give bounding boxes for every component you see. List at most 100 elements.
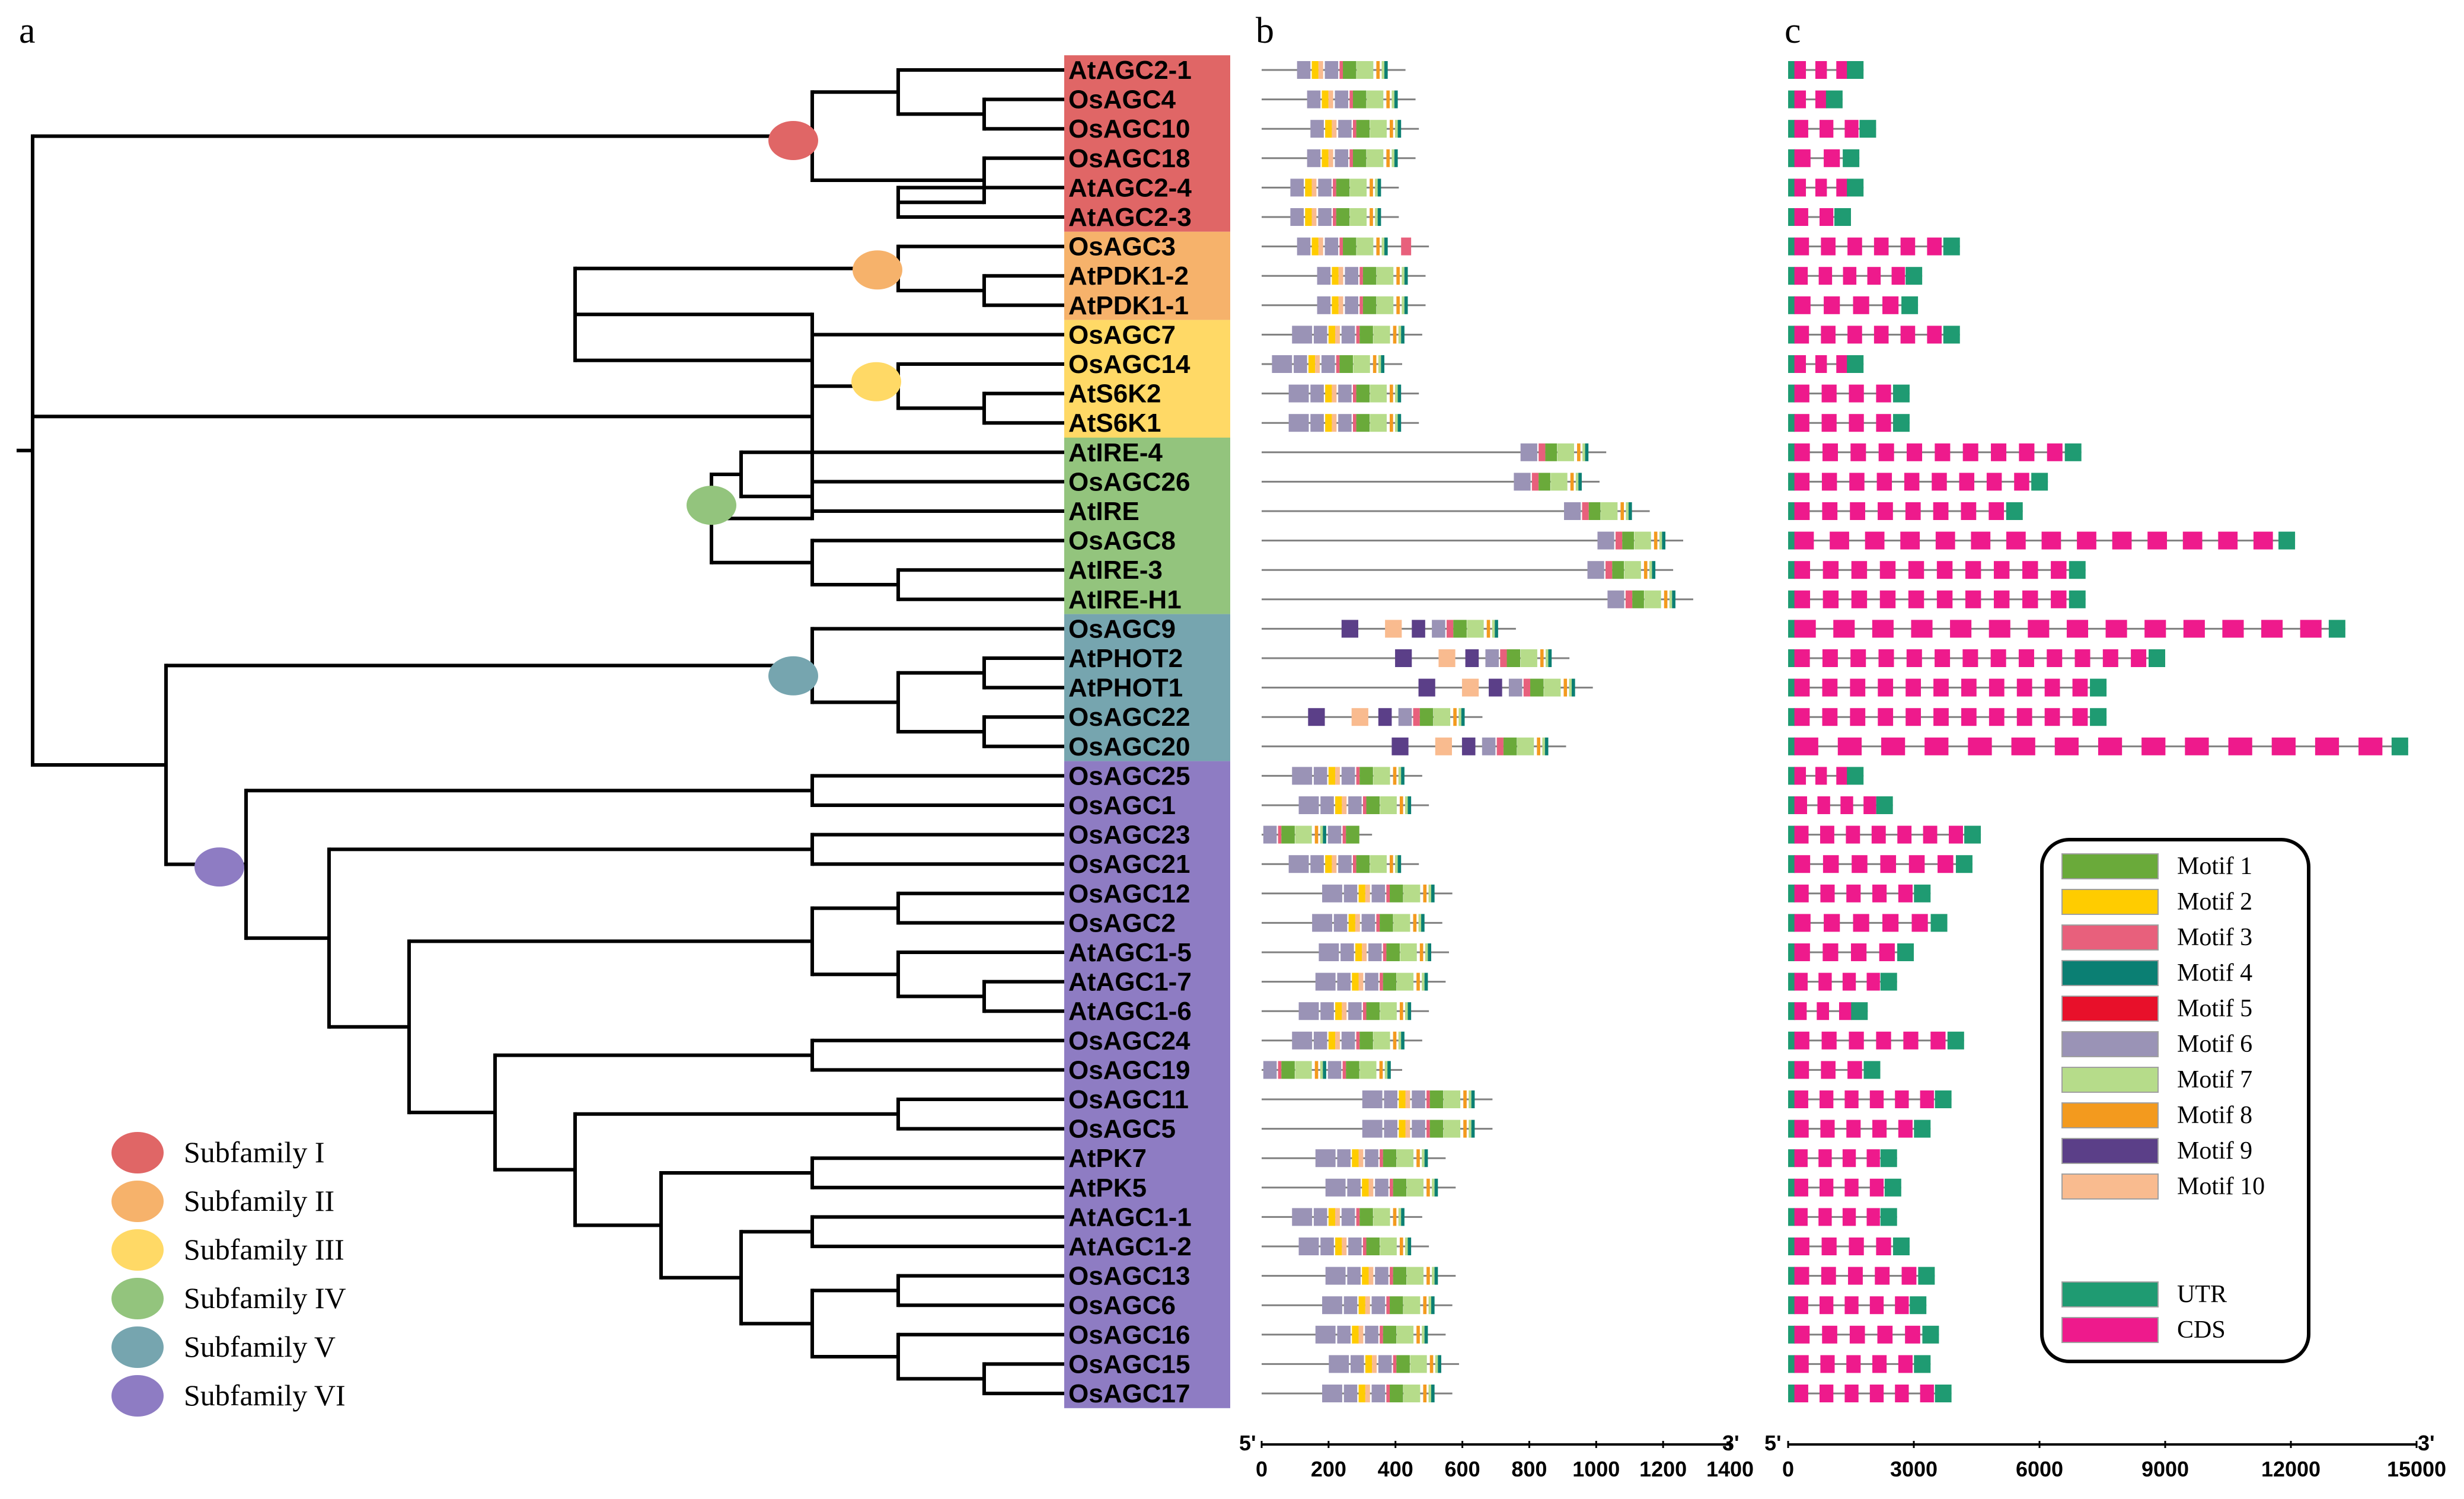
cds-block [1853, 296, 1869, 314]
gene-label: OsAGC15 [1068, 1350, 1190, 1379]
cds-block [1900, 326, 1916, 344]
motif-box [1386, 90, 1390, 109]
cds-block [1844, 1296, 1859, 1315]
motif-box [1467, 620, 1484, 638]
cds-block [1839, 1002, 1852, 1020]
subfamily-legend-swatch [111, 1181, 164, 1222]
motif-box [1324, 237, 1339, 256]
gene-label: AtIRE-H1 [1068, 585, 1182, 614]
subfamily-legend-swatch [111, 1229, 164, 1271]
utr-block [1788, 884, 1795, 902]
motif-box [1517, 737, 1534, 755]
utr-block [1788, 1238, 1795, 1255]
motif-box [1489, 678, 1502, 697]
cds-block [2016, 678, 2032, 697]
motif-box [1649, 561, 1652, 579]
panel-label-a: a [19, 11, 36, 51]
motif-box [1399, 796, 1403, 814]
cds-block [1794, 178, 1806, 197]
motif-box [1396, 972, 1414, 991]
motif-box [1402, 267, 1405, 285]
motif-box [1396, 296, 1400, 314]
motif-box [1370, 855, 1387, 873]
motif-box [1332, 296, 1339, 314]
motif-box [1520, 649, 1537, 667]
subfamily-legend-label: Subfamily VI [184, 1379, 346, 1412]
utr-block [2149, 649, 2165, 667]
motif-box [1320, 1061, 1323, 1079]
cds-block [1906, 678, 1921, 697]
motif-box [1321, 355, 1335, 373]
cds-block [2228, 737, 2252, 755]
motif-box [1352, 1325, 1359, 1344]
cds-block [1936, 561, 1953, 579]
motif-box [1336, 208, 1350, 226]
cds-block [1904, 473, 1920, 491]
motif-box [1482, 737, 1496, 755]
motif-box [1297, 237, 1311, 256]
motif-box [1343, 1385, 1358, 1402]
cds-block [1794, 590, 1811, 608]
cds-block [1794, 443, 1810, 461]
motif-box [1348, 796, 1362, 814]
motif-box [1341, 767, 1355, 785]
motif-box [1587, 561, 1604, 579]
motif-box [1605, 561, 1613, 579]
utr-block [1788, 708, 1795, 726]
motif-box [1544, 678, 1561, 697]
motif-box [1400, 943, 1417, 961]
motif-box [1578, 473, 1582, 491]
motif-box [1292, 1208, 1313, 1226]
motif-box [1362, 796, 1367, 814]
motif-box [1380, 1002, 1397, 1020]
cds-block [1794, 355, 1806, 373]
motif-box [1428, 1385, 1431, 1402]
motif-box [1322, 884, 1342, 902]
motif-box [1322, 149, 1329, 167]
gene-label: AtPK5 [1068, 1173, 1147, 1203]
cds-block [1876, 1031, 1891, 1050]
utr-block [2064, 443, 2082, 461]
utr-block [1788, 737, 1795, 755]
cds-block [1900, 237, 1916, 256]
motif-box [1339, 61, 1343, 79]
motif-legend-label: Motif 8 [2177, 1102, 2252, 1129]
motif-box [1416, 1325, 1420, 1344]
utr-block [1892, 1238, 1910, 1255]
motif-box [1292, 326, 1313, 344]
motif-box [1422, 1149, 1425, 1168]
motif-box [1383, 1325, 1397, 1344]
motif-box [1376, 237, 1380, 256]
motif-box [1320, 796, 1334, 814]
motif-box [1664, 590, 1668, 608]
cds-block [1898, 884, 1913, 902]
motif-box [1366, 1002, 1380, 1020]
cds-block [2014, 473, 2029, 491]
utr-block [1788, 855, 1795, 873]
utr-block [1788, 1031, 1795, 1050]
motif-box [1644, 590, 1661, 608]
motif-box [1328, 767, 1336, 785]
cds-block [1794, 649, 1810, 667]
panel-label-c: c [1785, 11, 1801, 51]
utr-block [1788, 384, 1795, 403]
motif-box [1288, 855, 1309, 873]
motif-legend-label: Motif 1 [2177, 853, 2252, 880]
cds-block [1971, 531, 1991, 550]
cds-block [1794, 825, 1809, 844]
motif-box [1359, 267, 1363, 285]
motif-box [1399, 1238, 1403, 1255]
gene-label: AtAGC1-5 [1068, 938, 1192, 967]
motif-box [1375, 208, 1378, 226]
motif-box [1362, 1267, 1369, 1285]
motif-box [1426, 1090, 1430, 1108]
cds-block [1865, 531, 1885, 550]
motif-box [1345, 296, 1358, 314]
subfamily-legend-label: Subfamily V [184, 1330, 336, 1363]
cds-block [1822, 502, 1838, 520]
motif-box [1390, 884, 1403, 902]
cds-block [1794, 1238, 1809, 1255]
motif-box [1365, 1296, 1370, 1315]
utr-block [1788, 1061, 1795, 1079]
cds-block [1849, 1325, 1865, 1344]
